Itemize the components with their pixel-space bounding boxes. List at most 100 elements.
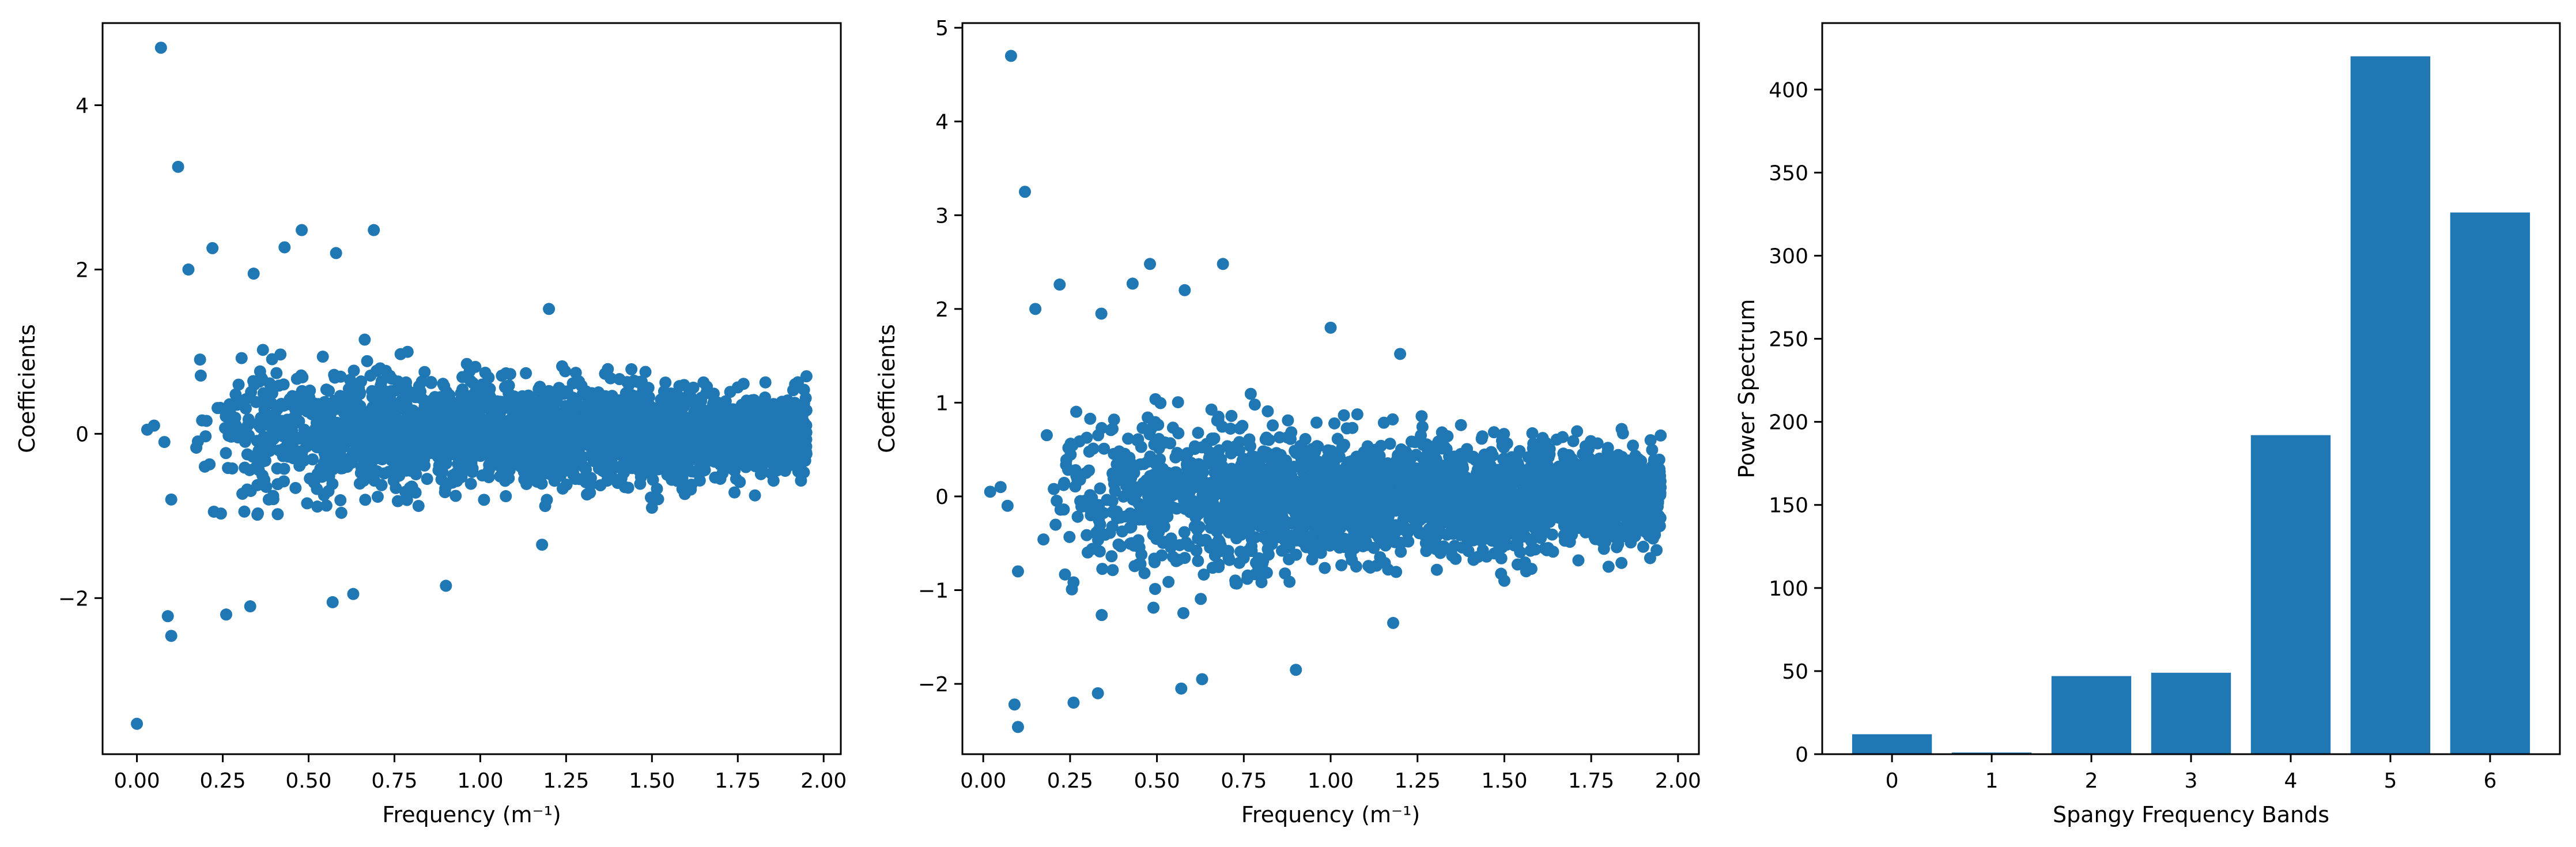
data-point: [654, 459, 667, 472]
data-point: [297, 454, 310, 467]
data-point: [573, 375, 586, 388]
data-point: [798, 466, 810, 479]
data-point: [520, 367, 532, 379]
data-point: [214, 507, 227, 520]
data-point: [1601, 446, 1614, 458]
data-point: [1059, 568, 1071, 581]
data-point: [1273, 472, 1286, 485]
data-point: [637, 383, 649, 396]
data-point: [1526, 427, 1539, 439]
data-point: [316, 398, 328, 411]
data-point: [311, 500, 324, 513]
data-point: [1591, 437, 1604, 450]
data-point: [1094, 482, 1106, 495]
data-point: [409, 461, 422, 474]
data-point: [361, 355, 373, 367]
data-point: [1213, 560, 1225, 573]
data-point: [1146, 510, 1158, 523]
data-point: [324, 431, 337, 444]
data-point: [1195, 593, 1207, 605]
data-point: [1415, 410, 1428, 423]
data-point: [735, 398, 748, 411]
data-point: [565, 434, 577, 446]
data-point: [659, 416, 672, 429]
data-point: [1571, 425, 1584, 438]
data-point: [271, 462, 284, 475]
data-point: [251, 509, 264, 521]
data-point: [582, 408, 595, 421]
x-tick-label: 0.50: [285, 769, 331, 793]
data-point: [738, 458, 751, 470]
data-point: [407, 443, 420, 456]
data-point: [428, 438, 441, 450]
data-point: [1081, 529, 1093, 541]
data-point: [1108, 413, 1120, 426]
data-point: [314, 439, 327, 451]
data-point: [1071, 510, 1084, 523]
data-point: [1180, 536, 1192, 549]
data-point: [239, 461, 251, 474]
data-point: [1519, 530, 1531, 543]
data-point: [500, 367, 512, 379]
data-point: [409, 486, 422, 499]
data-point: [348, 364, 360, 377]
data-point: [1267, 419, 1279, 432]
data-point: [1416, 420, 1429, 433]
data-point: [1498, 479, 1510, 492]
data-point: [618, 408, 631, 421]
data-point: [1441, 430, 1454, 443]
data-point: [1383, 526, 1396, 539]
data-point: [1230, 577, 1243, 590]
data-point: [637, 418, 650, 431]
data-point: [220, 447, 232, 460]
data-point: [1299, 432, 1312, 445]
data-point: [599, 367, 611, 380]
data-point: [742, 442, 755, 454]
data-point: [1191, 524, 1204, 536]
data-point: [450, 490, 462, 502]
data-point: [1211, 414, 1223, 427]
data-point: [1368, 541, 1380, 554]
data-point: [1083, 445, 1096, 458]
data-point: [1148, 552, 1161, 565]
data-point: [711, 406, 724, 419]
data-point: [413, 380, 425, 393]
data-point: [328, 394, 341, 407]
data-point: [564, 465, 577, 477]
x-tick-label: 0.00: [114, 769, 160, 793]
data-point: [1093, 545, 1106, 558]
data-point: [172, 160, 184, 173]
data-point: [278, 475, 290, 488]
data-point: [1644, 434, 1657, 447]
data-point: [503, 472, 515, 484]
data-point: [1372, 531, 1385, 544]
data-point: [697, 376, 710, 389]
y-tick-label: 2: [75, 258, 89, 282]
data-point: [425, 376, 437, 389]
data-point: [592, 386, 605, 399]
data-point: [328, 368, 341, 381]
data-point: [405, 419, 418, 431]
data-point: [1346, 554, 1358, 566]
data-point: [633, 464, 645, 477]
data-point: [1179, 502, 1191, 515]
data-point: [194, 353, 206, 366]
data-point: [1342, 488, 1354, 500]
data-point: [356, 420, 368, 433]
data-point: [1158, 520, 1170, 533]
data-point: [1106, 495, 1119, 507]
data-point: [1480, 550, 1493, 563]
data-point: [737, 378, 750, 390]
data-point: [701, 453, 713, 465]
data-point: [592, 436, 605, 449]
data-point: [364, 369, 377, 382]
data-point: [594, 479, 607, 492]
data-point: [380, 364, 392, 377]
data-point: [190, 441, 203, 454]
data-point: [440, 579, 452, 592]
data-point: [1498, 505, 1511, 518]
data-point: [1070, 405, 1083, 418]
data-point: [482, 371, 495, 384]
x-axis-label: Frequency (m⁻¹): [382, 802, 561, 827]
data-point: [639, 366, 652, 378]
